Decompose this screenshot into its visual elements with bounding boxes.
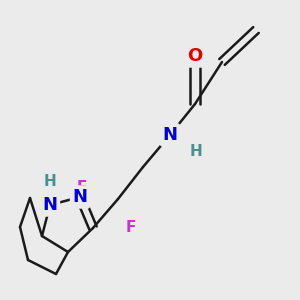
Text: F: F [77,181,87,196]
Text: N: N [73,188,88,206]
Text: O: O [188,47,202,65]
Text: N: N [43,196,58,214]
Text: F: F [126,220,136,235]
Text: H: H [44,175,56,190]
Text: N: N [163,126,178,144]
Text: H: H [190,145,202,160]
